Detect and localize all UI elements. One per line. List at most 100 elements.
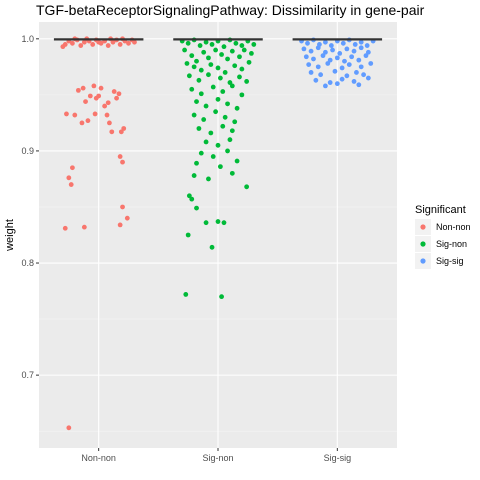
data-point-sig-non: [186, 193, 192, 199]
data-point-sig-non: [220, 89, 226, 94]
data-point-non-non: [68, 182, 74, 187]
data-point-sig-non: [191, 112, 197, 118]
data-point-non-non: [109, 129, 115, 135]
data-point-non-non: [117, 154, 123, 159]
data-point-sig-sig: [320, 53, 326, 59]
data-point-sig-non: [244, 184, 250, 190]
data-point-non-non: [66, 425, 72, 431]
data-point-sig-sig: [339, 65, 345, 71]
legend-key-sig-non: [420, 241, 426, 247]
data-point-sig-non: [239, 43, 245, 48]
data-point-sig-non: [208, 62, 214, 67]
data-point-sig-sig: [327, 57, 333, 63]
data-point-sig-non: [225, 148, 230, 154]
data-point-non-non: [124, 215, 130, 221]
data-point-sig-sig: [315, 64, 321, 70]
legend-label: Sig-non: [436, 239, 467, 249]
data-point-non-non: [111, 89, 117, 94]
data-point-sig-sig: [364, 43, 370, 48]
data-point-non-non: [105, 43, 111, 48]
data-point-sig-sig: [349, 54, 355, 60]
data-point-non-non: [107, 120, 112, 126]
data-point-sig-non: [237, 74, 242, 80]
data-point-non-non: [64, 111, 69, 117]
data-point-non-non: [117, 42, 123, 47]
data-point-non-non: [114, 95, 119, 101]
data-point-sig-non: [244, 79, 250, 84]
data-point-sig-non: [251, 42, 257, 47]
data-point-sig-non: [184, 61, 190, 66]
data-point-sig-non: [215, 142, 221, 148]
data-point-non-non: [79, 120, 85, 126]
axes: 0.7 0.8 0.9 1.0 Non-non Sig-non Sig-sig: [21, 34, 351, 463]
data-point-sig-non: [185, 232, 191, 238]
data-point-non-non: [102, 103, 108, 109]
data-point-sig-non: [213, 47, 219, 53]
data-point-non-non: [70, 40, 75, 46]
y-tick-label: 0.7: [21, 370, 34, 380]
data-point-sig-sig: [334, 81, 340, 87]
data-point-sig-sig: [358, 45, 364, 51]
data-point-sig-non: [234, 158, 240, 164]
data-point-sig-non: [241, 47, 247, 53]
data-point-sig-non: [198, 150, 204, 156]
data-point-sig-sig: [330, 47, 335, 53]
data-point-sig-non: [194, 205, 199, 211]
data-point-sig-sig: [356, 82, 362, 88]
data-point-non-non: [90, 42, 96, 47]
data-point-non-non: [87, 93, 93, 99]
data-point-non-non: [60, 44, 66, 50]
data-point-sig-sig: [323, 39, 328, 45]
data-point-sig-non: [234, 105, 240, 111]
data-point-sig-non: [206, 72, 211, 78]
data-point-non-non: [116, 91, 122, 97]
data-point-sig-sig: [334, 55, 340, 61]
data-point-sig-non: [203, 39, 209, 45]
data-point-non-non: [66, 175, 72, 181]
data-point-sig-non: [209, 42, 215, 47]
data-point-sig-non: [194, 99, 199, 104]
data-point-non-non: [105, 100, 111, 106]
data-point-sig-non: [183, 292, 189, 297]
data-point-sig-sig: [308, 48, 314, 54]
data-point-sig-non: [217, 164, 223, 170]
data-point-non-non: [80, 85, 86, 91]
data-point-sig-non: [189, 86, 195, 92]
data-point-non-non: [70, 165, 75, 171]
data-point-sig-non: [233, 40, 239, 46]
data-point-sig-sig: [342, 58, 347, 64]
data-point-sig-non: [191, 64, 197, 70]
data-point-sig-non: [221, 44, 227, 50]
data-point-sig-sig: [358, 39, 364, 45]
data-point-sig-sig: [351, 48, 357, 54]
data-point-non-non: [126, 40, 131, 46]
data-point-sig-sig: [352, 42, 358, 47]
data-point-non-non: [98, 85, 104, 91]
y-tick-label: 0.8: [21, 258, 34, 268]
data-point-sig-non: [219, 294, 224, 300]
data-point-sig-non: [219, 52, 224, 57]
data-point-non-non: [81, 39, 87, 45]
data-point-sig-non: [210, 84, 216, 90]
data-point-sig-non: [227, 137, 233, 143]
data-point-sig-non: [222, 114, 228, 120]
data-point-sig-non: [203, 220, 209, 226]
data-point-sig-non: [210, 154, 216, 159]
data-point-sig-sig: [315, 45, 321, 51]
data-point-sig-sig: [323, 49, 328, 55]
chart-title: TGF-betaReceptorSignalingPathway: Dissim…: [36, 2, 425, 18]
data-point-sig-sig: [361, 72, 366, 78]
data-point-sig-non: [196, 77, 202, 83]
y-axis-label: weight: [4, 219, 16, 252]
data-point-sig-sig: [308, 70, 314, 75]
data-point-sig-non: [198, 91, 204, 97]
data-point-sig-sig: [351, 79, 357, 84]
data-point-non-non: [121, 126, 127, 131]
data-point-sig-non: [225, 56, 230, 62]
data-point-sig-non: [249, 50, 254, 56]
legend-label: Non-non: [436, 222, 471, 232]
data-point-non-non: [85, 118, 91, 124]
data-point-non-non: [96, 93, 102, 99]
data-point-sig-non: [182, 47, 187, 53]
